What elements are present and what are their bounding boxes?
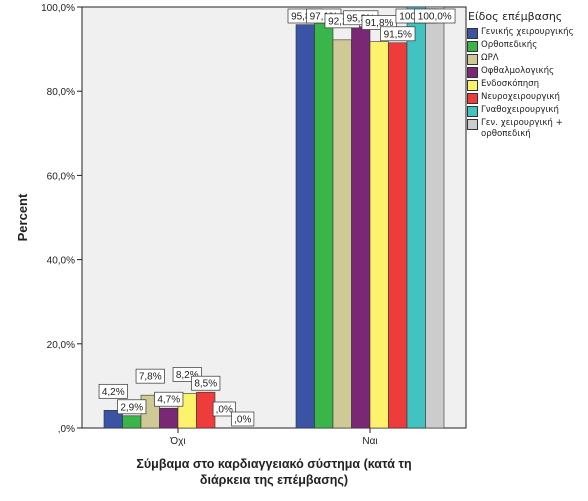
x-axis: Όχι Ναι [169,428,378,447]
y-tick-label: 100,0% [41,3,75,14]
bar [314,18,334,429]
y-tick-label: ,0% [58,424,75,435]
y-tick-label: 60,0% [47,171,75,182]
data-label: 7,8% [139,372,162,383]
data-label: 91,8% [365,18,393,29]
data-label: 8,2% [176,370,199,381]
legend-item: Ενδοσκόπηση [466,79,588,91]
data-label-box [380,26,416,42]
legend-swatch [467,41,478,52]
x-tick-label: Ναι [362,436,377,447]
data-label: ,0% [216,405,233,416]
legend-item: Γναθοχειρουργική [466,105,588,117]
data-label: 4,7% [157,395,180,406]
legend-label: Γναθοχειρουργική [481,105,559,115]
bar [122,415,142,429]
bar [196,391,216,429]
bars [103,6,445,429]
y-tick-label: 40,0% [47,256,75,267]
legend-label: Γεν. χειρουργική + ορθοπεδική [481,118,563,139]
legend-item: ΩΡΛ [466,53,588,65]
legend-swatch [467,28,478,39]
legend-label: Ενδοσκόπηση [481,79,540,89]
x-axis-title-line-2: διάρκεια της επέμβασης) [200,473,348,487]
bar [406,6,426,429]
bar [351,26,371,429]
legend-item: Νευροχειρουργική [466,92,588,104]
data-label: 95,3% [347,13,375,24]
legend-label: Γενικής χειρουργικής [481,27,574,37]
legend-swatch [467,80,478,91]
y-axis-title: Percent [15,193,30,241]
legend-item: Γεν. χειρουργική + ορθοπεδική [466,118,588,139]
legend-item: Οφθαλμολογικής [466,66,588,78]
data-label-box [154,391,184,407]
data-label: 8,5% [194,379,217,390]
data-label: 97,1% [310,12,338,23]
bar [425,6,445,429]
data-label-box [135,368,165,384]
y-axis: ,0% 20,0% 40,0% 60,0% 80,0% 100,0% [41,3,82,435]
legend-swatch [467,93,478,104]
data-labels: 4,2% 2,9% 7,8% 4,7% 8,2%8,5% ,0%,0% 95,8%97,1%… [98,8,456,427]
x-tick-label: Όχι [169,436,185,447]
data-label-box [191,375,221,391]
legend: Είδος επέμβασης Γενικής χειρουργικής Ορθο… [466,10,588,140]
legend-label: ΩΡΛ [481,53,499,63]
bar [388,42,408,429]
legend-title: Είδος επέμβασης [468,10,563,23]
data-label-box [212,401,236,417]
legend-item: Γενικής χειρουργικής [466,27,588,39]
bar [332,39,352,429]
data-label: 95,8% [291,12,319,23]
legend-label: Νευροχειρουργική [481,92,560,102]
y-tick-label: 80,0% [47,87,75,98]
legend-items: Γενικής χειρουργικής Ορθοπεδικής ΩΡΛ Οφθαλμ… [466,27,588,139]
data-label: 91,5% [384,29,412,40]
legend-swatch [467,119,478,130]
bar [369,41,389,429]
data-label-box [414,8,456,24]
legend-swatch [467,106,478,117]
legend-label: Οφθαλμολογικής [481,66,555,76]
y-tick-label: 20,0% [47,340,75,351]
data-label: 100,0% [418,12,452,23]
legend-swatch [467,67,478,78]
legend-swatch [467,54,478,65]
data-label: 4,2% [102,387,125,398]
bar [295,24,315,429]
data-label-box [98,383,128,399]
data-label-box [231,411,255,427]
bar [159,407,179,429]
legend-label: Ορθοπεδικής [481,40,538,50]
data-label-box [117,399,147,415]
data-label: ,0% [234,415,251,426]
x-axis-title-line-1: Σύμβαμα στο καρδιαγγειακό σύστημα (κατά … [136,457,411,471]
legend-item: Ορθοπεδικής [466,40,588,52]
data-label: 2,9% [120,402,143,413]
data-label: 92,2% [328,16,356,27]
